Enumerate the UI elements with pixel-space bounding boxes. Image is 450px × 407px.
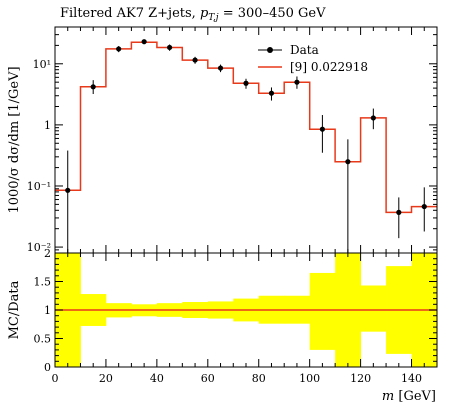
data-marker [243, 80, 249, 86]
ratio-uncertainty-band [309, 272, 336, 350]
data-point [65, 150, 71, 253]
data-marker [268, 90, 275, 96]
data-marker [421, 203, 427, 210]
data-marker [167, 44, 173, 51]
data-marker [65, 187, 71, 193]
ratio-y-tick-label: 2 [44, 247, 51, 260]
legend-mc-label: [9] 0.022918 [290, 60, 368, 74]
data-point [396, 197, 402, 239]
data-marker [370, 115, 376, 121]
x-tick-label: 20 [99, 372, 113, 385]
mc-histogram-line [55, 41, 437, 214]
x-axis-label: m [GeV] [382, 389, 436, 404]
data-point [243, 78, 249, 89]
data-marker [192, 57, 198, 63]
data-point [167, 44, 173, 51]
legend-data-marker [267, 47, 273, 53]
data-point [90, 80, 96, 95]
data-marker [116, 46, 122, 52]
legend-data-label: Data [290, 43, 319, 57]
main-y-tick-label: 10⁻¹ [27, 180, 51, 193]
data-marker [396, 209, 402, 215]
data-marker [319, 126, 325, 132]
data-point [421, 187, 427, 232]
main-plot-frame [54, 26, 438, 254]
ratio-panel: 0 0.5 1 1.5 2 0 20 40 60 80 100 120 140 MC/Data m [… [7, 247, 438, 404]
main-y-tick-label: 1 [44, 119, 51, 132]
data-marker [90, 84, 96, 90]
data-marker [294, 79, 300, 85]
x-tick-label: 100 [299, 372, 320, 385]
data-point [268, 87, 275, 101]
x-tick-label: 40 [150, 372, 164, 385]
chart-title: Filtered AK7 Z+jets, pT,j = 300–450 GeV [60, 6, 326, 23]
ratio-y-tick-label: 0 [44, 361, 51, 374]
data-point [294, 76, 300, 89]
legend: Data [9] 0.022918 [258, 43, 368, 74]
data-point [141, 39, 147, 45]
ratio-uncertainty-band [360, 285, 387, 332]
data-point [345, 139, 351, 253]
data-point [192, 56, 198, 64]
ratio-y-tick-label: 1 [44, 304, 51, 317]
main-y-tick-label: 10⁻² [27, 241, 51, 254]
ratio-y-tick-label: 0.5 [34, 333, 52, 346]
main-y-axis-label: 1000/σ dσ/dm [1/GeV] [7, 66, 22, 213]
main-panel: 10¹ 1 10⁻¹ 10⁻² 1000/σ dσ/dm [1/GeV] Data [… [7, 26, 438, 254]
x-tick-label: 80 [252, 372, 266, 385]
data-point [319, 115, 325, 153]
x-tick-label: 60 [201, 372, 215, 385]
data-marker [141, 39, 147, 45]
ratio-y-axis-label: MC/Data [7, 280, 22, 339]
data-point [116, 46, 122, 53]
x-tick-label: 140 [401, 372, 422, 385]
data-point [217, 64, 224, 73]
data-point [370, 108, 376, 130]
data-marker [345, 159, 351, 165]
x-tick-label: 0 [52, 372, 59, 385]
x-tick-label: 120 [350, 372, 371, 385]
main-y-tick-label: 10¹ [33, 58, 51, 71]
ratio-y-tick-label: 1.5 [34, 276, 52, 289]
data-marker [217, 65, 224, 71]
